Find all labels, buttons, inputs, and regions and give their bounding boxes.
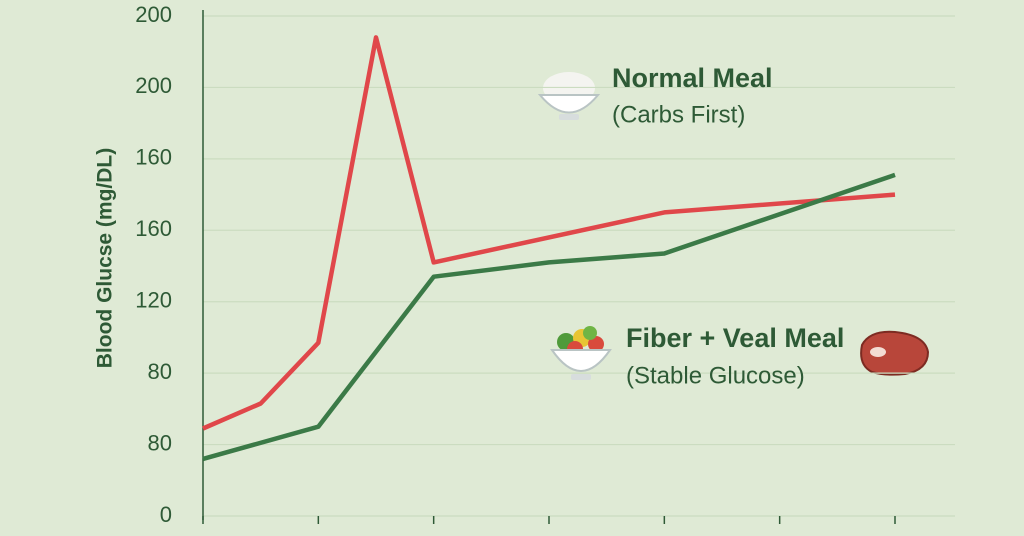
y-axis-label: Blood Glucse (mg/DL) bbox=[94, 148, 117, 369]
y-tick-label: 160 bbox=[135, 145, 172, 170]
y-tick-label: 200 bbox=[135, 2, 172, 27]
series-label: Normal Meal bbox=[612, 63, 773, 93]
series-subtitle: (Carbs First) bbox=[612, 101, 745, 128]
y-tick-label: 80 bbox=[148, 430, 172, 455]
series-subtitle: (Stable Glucose) bbox=[626, 362, 805, 389]
steak-icon bbox=[860, 330, 930, 376]
series-label: Fiber + Veal Meal bbox=[626, 323, 844, 353]
y-tick-label: 0 bbox=[160, 502, 172, 527]
series-line bbox=[202, 35, 896, 431]
salad-bowl-icon bbox=[550, 326, 612, 380]
y-tick-label: 80 bbox=[148, 359, 172, 384]
y-tick-label: 200 bbox=[135, 73, 172, 98]
y-tick-label: 120 bbox=[135, 288, 172, 313]
series-line bbox=[202, 172, 896, 462]
y-tick-label: 160 bbox=[135, 216, 172, 241]
